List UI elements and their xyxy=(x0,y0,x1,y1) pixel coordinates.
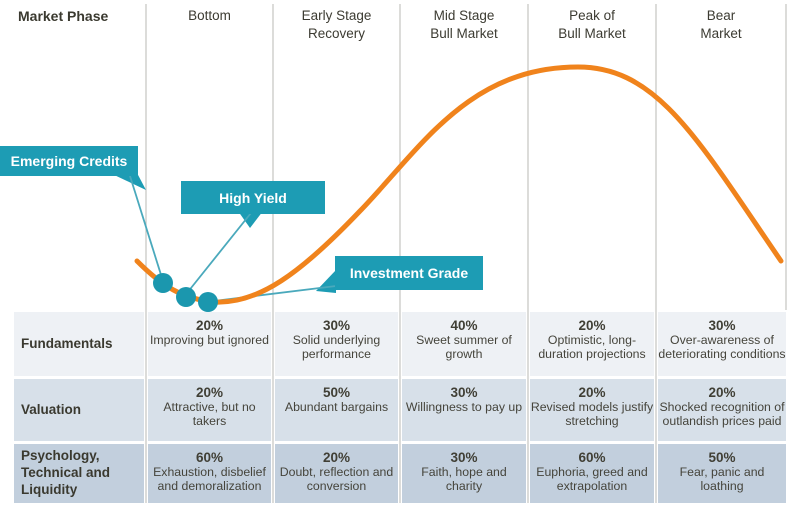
market-phase-label: Market Phase xyxy=(18,8,109,24)
pct-value: 20% xyxy=(578,385,606,400)
emerging-credits-callout: Emerging Credits xyxy=(0,146,138,176)
row-label-valuation: Valuation xyxy=(14,379,144,441)
valuation-mid-stage-cell: 30% Willingness to pay up xyxy=(402,379,526,441)
investment-grade-callout-tail xyxy=(316,270,336,293)
fundamentals-bottom-cell: 20% Improving but ignored xyxy=(148,312,271,376)
cell-description: Attractive, but no takers xyxy=(163,400,256,428)
emerging-credits-connector xyxy=(129,175,163,279)
high-yield-callout: High Yield xyxy=(181,181,325,214)
psychology-bear-cell: 50% Fear, panic and loathing xyxy=(658,444,786,503)
psychology-early-recovery-cell: 20% Doubt, reflection and conversion xyxy=(275,444,398,503)
cell-description: Exhaustion, disbelief and demoralization xyxy=(153,465,266,493)
cell-description: Willingness to pay up xyxy=(405,400,523,415)
investment-grade-callout: Investment Grade xyxy=(335,256,483,290)
cell-description: Shocked recognition of outlandish prices… xyxy=(659,400,785,428)
fundamentals-row: Fundamentals 20% Improving but ignored 3… xyxy=(14,312,786,376)
pct-value: 30% xyxy=(450,450,478,465)
valuation-bottom-cell: 20% Attractive, but no takers xyxy=(148,379,271,441)
pct-value: 30% xyxy=(322,318,351,333)
fundamentals-peak-cell: 20% Optimistic, long-duration projection… xyxy=(530,312,654,376)
psychology-peak-cell: 60% Euphoria, greed and extrapolation xyxy=(530,444,654,503)
row-label-fundamentals: Fundamentals xyxy=(14,312,144,376)
cell-description: Sweet summer of growth xyxy=(416,333,512,361)
cell-description: Revised models justify stretching xyxy=(530,400,654,428)
cell-description: Doubt, reflection and conversion xyxy=(279,465,394,493)
valuation-peak-cell: 20% Revised models justify stretching xyxy=(530,379,654,441)
pct-value: 30% xyxy=(708,318,736,333)
cell-description: Euphoria, greed and extrapolation xyxy=(536,465,648,493)
psychology-mid-stage-cell: 30% Faith, hope and charity xyxy=(402,444,526,503)
cell-description: Over-awareness of deteriorating conditio… xyxy=(658,333,786,361)
pct-value: 20% xyxy=(195,385,224,400)
pct-value: 20% xyxy=(578,318,606,333)
cell-description: Fear, panic and loathing xyxy=(679,465,765,493)
phase-header-bottom: Bottom xyxy=(188,8,231,23)
cell-description: Optimistic, long-duration projections xyxy=(538,333,646,361)
cell-description: Solid underlying performance xyxy=(292,333,381,361)
fundamentals-early-recovery-cell: 30% Solid underlying performance xyxy=(275,312,398,376)
row-label-psychology-technical-liquidity: Psychology, Technical and Liquidity xyxy=(14,444,144,503)
emerging-credits-dot xyxy=(153,273,173,293)
pct-value: 20% xyxy=(195,318,224,333)
phase-header-early-stage-recovery: Early Stage Recovery xyxy=(301,8,372,41)
valuation-row: Valuation 20% Attractive, but no takers … xyxy=(14,379,786,441)
pct-value: 60% xyxy=(578,450,606,465)
phase-header-peak-of-bull-market: Peak of Bull Market xyxy=(558,8,626,41)
investment-grade-dot xyxy=(198,292,218,312)
pct-value: 20% xyxy=(708,385,736,400)
emerging-credits-callout-tail xyxy=(110,173,146,190)
pct-value: 50% xyxy=(322,385,351,400)
cell-description: Abundant bargains xyxy=(284,400,389,415)
high-yield-callout-tail xyxy=(238,211,263,228)
cell-description: Faith, hope and charity xyxy=(421,465,507,493)
fundamentals-bear-cell: 30% Over-awareness of deteriorating cond… xyxy=(658,312,786,376)
pct-value: 30% xyxy=(450,385,478,400)
cell-description: Improving but ignored xyxy=(150,333,269,348)
high-yield-dot xyxy=(176,287,196,307)
high-yield-connector xyxy=(186,212,252,294)
pct-value: 40% xyxy=(450,318,478,333)
phase-header-bear-market: Bear Market xyxy=(700,8,742,41)
pct-value: 20% xyxy=(322,450,351,465)
phase-header-mid-stage-bull-market: Mid Stage Bull Market xyxy=(430,8,498,41)
psychology-bottom-cell: 60% Exhaustion, disbelief and demoraliza… xyxy=(148,444,271,503)
pct-value: 60% xyxy=(195,450,224,465)
pct-value: 50% xyxy=(708,450,736,465)
valuation-bear-cell: 20% Shocked recognition of outlandish pr… xyxy=(658,379,786,441)
valuation-early-recovery-cell: 50% Abundant bargains xyxy=(275,379,398,441)
psychology-row: Psychology, Technical and Liquidity 60% … xyxy=(14,444,786,503)
fundamentals-mid-stage-cell: 40% Sweet summer of growth xyxy=(402,312,526,376)
